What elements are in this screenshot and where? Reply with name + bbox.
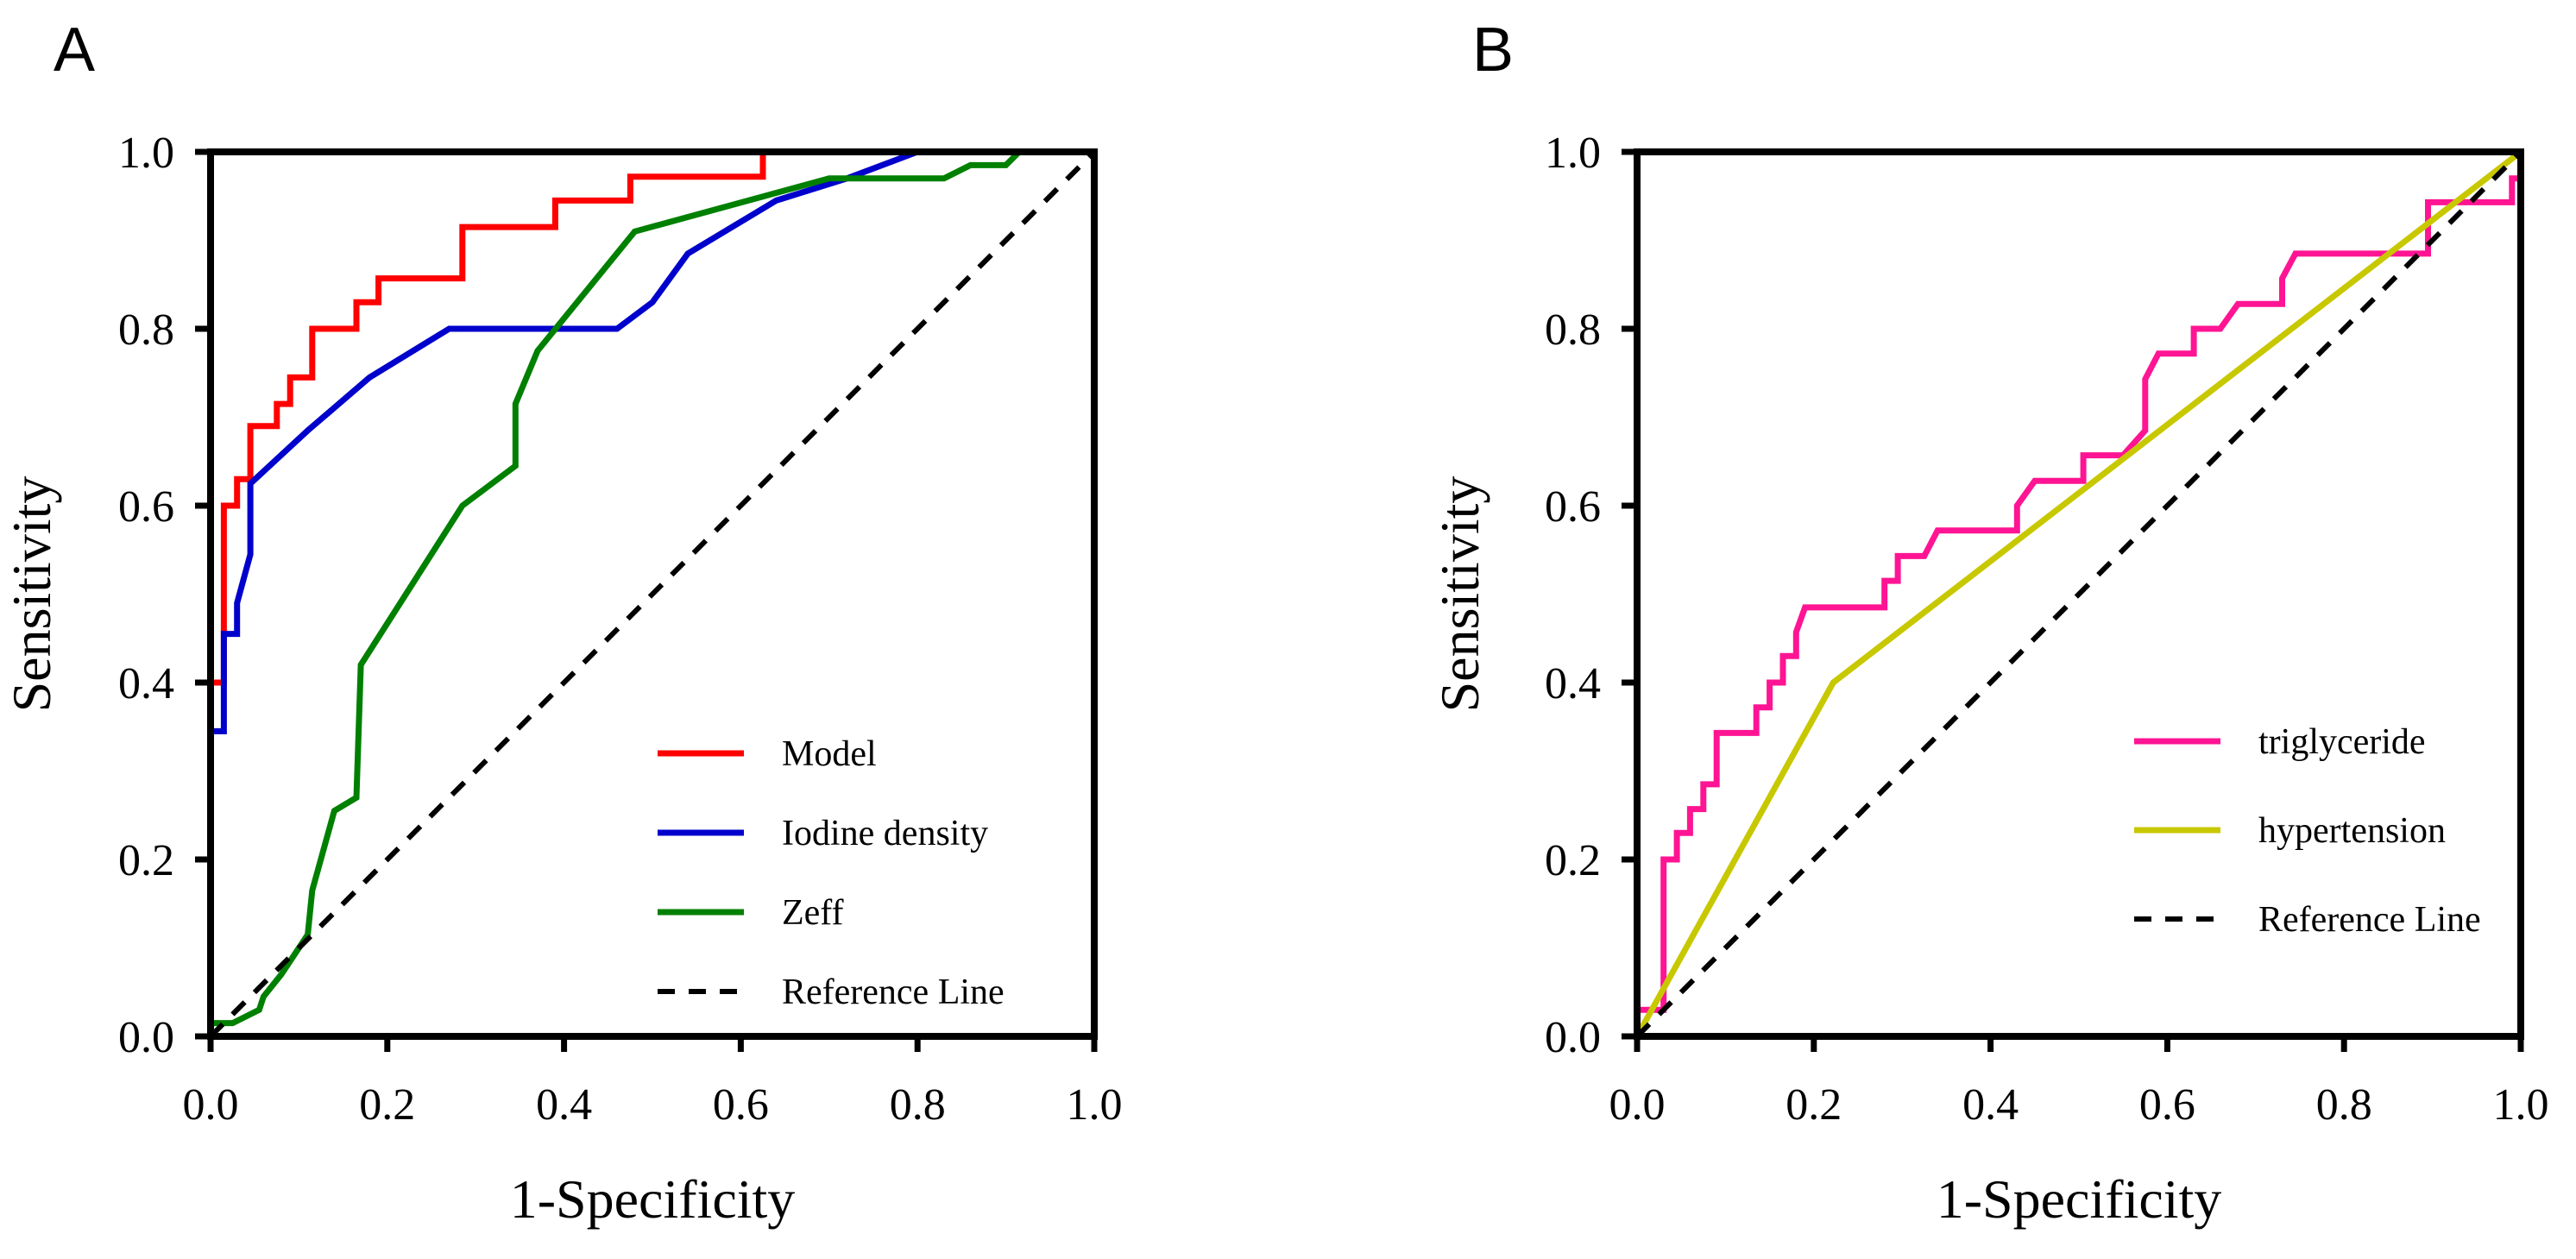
panel-letter: A: [54, 16, 95, 85]
series-line-zeff: [207, 148, 1094, 1036]
legend-item: hypertension: [2134, 811, 2446, 851]
y-axis-title: Sensitivity: [1, 476, 62, 713]
legend-item: Reference Line: [2134, 900, 2481, 940]
x-tick-label: 0.6: [713, 1080, 769, 1130]
legend-label: Model: [782, 734, 877, 774]
x-tick-label: 0.4: [1962, 1080, 2019, 1130]
x-axis-title: 1-Specificity: [1937, 1168, 2222, 1230]
chart-panel-b: B 0.0 0.2 0.4 0.6 0.8 1.0 0.0 0.2 0.4 0.6 0.8 1.0 1-S…: [1429, 16, 2549, 1230]
series-line-model: [207, 148, 1094, 1036]
legend-label: hypertension: [2258, 811, 2446, 851]
x-tick-label: 1.0: [1067, 1080, 1123, 1130]
series-line-triglyceride: [1634, 152, 2524, 1036]
legend-item: triglyceride: [2134, 722, 2426, 762]
y-axis-title: Sensitivity: [1429, 476, 1490, 713]
series-line-hypertension: [1634, 149, 2523, 1038]
plot-frame: [207, 148, 1098, 1040]
legend-label: Reference Line: [782, 973, 1005, 1012]
x-tick-label: 0.0: [183, 1080, 239, 1130]
plot-frame: [1634, 148, 2524, 1040]
y-tick-label: 0.4: [1545, 659, 1601, 708]
legend: Model Iodine density Zeff Reference Line: [658, 734, 1005, 1012]
chart-panel-a: A 0.0 0.2 0.4 0.6 0.8 1.0 0.0 0.2 0.4 0.6 0.8 1.0 1-S…: [1, 16, 1123, 1230]
legend-label: Reference Line: [2258, 900, 2481, 940]
x-tick-label: 1.0: [2493, 1080, 2549, 1130]
legend-item: Zeff: [658, 893, 844, 933]
y-tick-label: 0.8: [1545, 305, 1601, 355]
y-tick-label: 0.6: [1545, 482, 1601, 532]
y-tick-label: 0.8: [118, 305, 174, 355]
legend-item: Model: [658, 734, 877, 774]
legend-label: triglyceride: [2258, 722, 2426, 762]
series-lines: [207, 148, 1097, 1039]
legend-label: Zeff: [782, 893, 844, 933]
y-tick-label: 1.0: [1545, 129, 1601, 178]
panel-letter: B: [1472, 16, 1514, 85]
x-tick-label: 0.2: [1786, 1080, 1842, 1130]
x-tick-label: 0.0: [1609, 1080, 1666, 1130]
x-tick-label: 0.6: [2139, 1080, 2195, 1130]
y-tick-label: 0.2: [118, 836, 174, 885]
y-tick-label: 0.2: [1545, 836, 1601, 885]
y-tick-label: 0.4: [118, 659, 174, 708]
series-line-reference-line: [208, 149, 1097, 1039]
x-axis-title: 1-Specificity: [510, 1168, 796, 1230]
series-line-reference-line: [1634, 149, 2523, 1039]
legend: triglyceride hypertension Reference Line: [2134, 722, 2481, 940]
y-tick-label: 0.6: [118, 482, 174, 532]
y-tick-label: 0.0: [118, 1013, 174, 1062]
x-tick-label: 0.4: [536, 1080, 592, 1130]
series-lines: [1634, 149, 2524, 1039]
x-tick-label: 0.8: [890, 1080, 946, 1130]
legend-item: Iodine density: [658, 814, 988, 853]
x-tick-label: 0.8: [2316, 1080, 2372, 1130]
series-line-iodine-density: [211, 148, 1094, 734]
legend-label: Iodine density: [782, 814, 988, 853]
x-tick-label: 0.2: [359, 1080, 415, 1130]
y-tick-label: 1.0: [118, 129, 174, 178]
y-tick-label: 0.0: [1545, 1013, 1601, 1062]
legend-item: Reference Line: [658, 973, 1005, 1012]
